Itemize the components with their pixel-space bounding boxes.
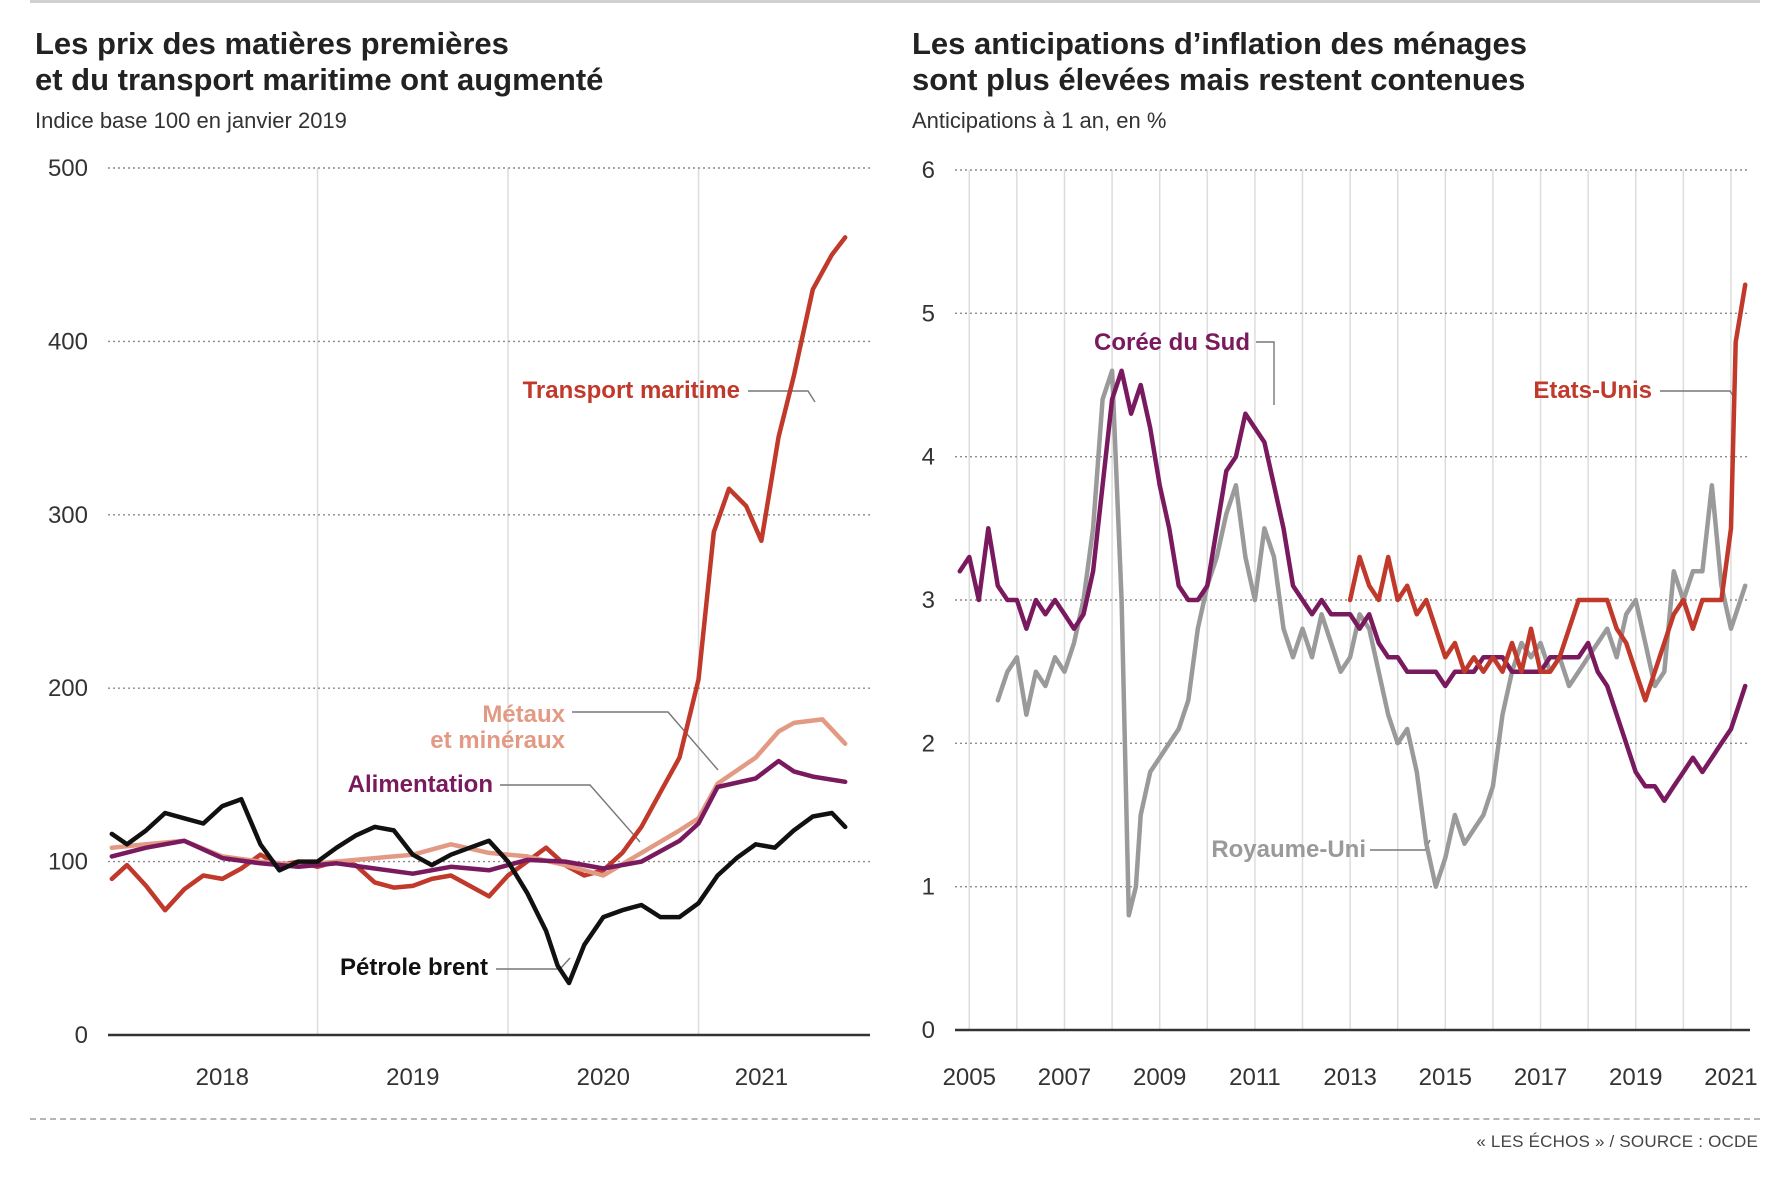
left-series-label-et-mineraux: et minéraux <box>430 727 565 754</box>
left-series-label-alimentation: Alimentation <box>348 771 493 798</box>
right-x-tick-label-2015: 2015 <box>1419 1064 1472 1091</box>
right-y-tick-label: 3 <box>922 587 935 614</box>
left-y-tick-label: 500 <box>48 155 88 182</box>
left-chart-title-line2: et du transport maritime ont augmenté <box>35 62 604 97</box>
right-series-label-coree-du-sud: Corée du Sud <box>1094 329 1250 356</box>
right-chart-subtitle: Anticipations à 1 an, en % <box>912 108 1167 133</box>
right-y-tick-label: 0 <box>922 1017 935 1044</box>
left-y-tick-label: 0 <box>75 1022 88 1049</box>
right-x-tick-label-2013: 2013 <box>1323 1064 1376 1091</box>
right-leader-royaume-uni <box>1370 839 1431 851</box>
left-series-line-alimentation <box>109 758 848 876</box>
left-x-tick-label-2020: 2020 <box>577 1064 630 1091</box>
right-y-tick-label: 5 <box>922 300 935 327</box>
left-series-line-petrole-brent <box>109 796 848 986</box>
left-x-tick-label-2019: 2019 <box>386 1064 439 1091</box>
right-x-tick-label-2019: 2019 <box>1609 1064 1662 1091</box>
right-series-line-coree-du-sud <box>957 368 1748 803</box>
left-series-label-petrole-brent: Pétrole brent <box>340 954 488 981</box>
left-series-label-transport-maritime: Transport maritime <box>523 377 740 404</box>
right-chart-title-line1: Les anticipations d’inflation des ménage… <box>912 26 1527 61</box>
left-chart-subtitle: Indice base 100 en janvier 2019 <box>35 108 347 133</box>
left-chart-title-line1: Les prix des matières premières <box>35 26 509 61</box>
left-chart-plot: 0 100 200 300 400 500 2018 2019 2020 2021 Transpor… <box>48 155 870 1091</box>
footer-rule <box>30 1118 1760 1120</box>
right-y-tick-label: 6 <box>922 157 935 184</box>
right-chart-plot: 0 1 2 3 4 5 6 2005 2007 2009 2011 2013 2015 2017 2019 2… <box>922 157 1758 1091</box>
left-chart-panel: Les prix des matières premières et du tr… <box>0 0 900 1120</box>
top-rule <box>30 0 1760 3</box>
left-gridlines <box>108 167 870 1035</box>
left-leader-transport-maritime <box>748 390 816 403</box>
left-x-tick-label-2021: 2021 <box>735 1064 788 1091</box>
left-series-line-transport-maritime <box>109 235 848 913</box>
right-x-tick-label-2007: 2007 <box>1038 1064 1091 1091</box>
left-series-label-metaux: Métaux <box>482 701 565 728</box>
right-y-tick-label: 1 <box>922 874 935 901</box>
left-leader-metaux-et-mineraux <box>572 711 719 771</box>
right-y-tick-label: 4 <box>922 444 935 471</box>
left-x-tick-label-2018: 2018 <box>196 1064 249 1091</box>
left-y-tick-label: 100 <box>48 849 88 876</box>
right-y-tick-label: 2 <box>922 730 935 757</box>
left-y-tick-label: 300 <box>48 502 88 529</box>
right-x-tick-label-2009: 2009 <box>1133 1064 1186 1091</box>
source-credit: « LES ÉCHOS » / SOURCE : OCDE <box>1476 1132 1758 1151</box>
left-y-tick-label: 400 <box>48 328 88 355</box>
left-leader-alimentation <box>500 784 641 843</box>
right-x-tick-label-2005: 2005 <box>943 1064 996 1091</box>
right-series-line-etats-unis <box>1347 282 1748 703</box>
right-series-line-royaume-uni <box>995 368 1748 918</box>
right-series-label-etats-unis: Etats-Unis <box>1533 377 1652 404</box>
right-chart-panel: Les anticipations d’inflation des ménage… <box>900 0 1790 1120</box>
left-y-tick-label: 200 <box>48 675 88 702</box>
right-x-tick-label-2017: 2017 <box>1514 1064 1567 1091</box>
right-x-tick-label-2021: 2021 <box>1704 1064 1757 1091</box>
right-leader-coree-du-sud <box>1256 341 1275 405</box>
right-series-label-royaume-uni: Royaume-Uni <box>1211 836 1366 863</box>
right-chart-title-line2: sont plus élevées mais restent contenues <box>912 62 1526 97</box>
right-leader-etats-unis <box>1660 390 1737 401</box>
right-gridlines <box>955 169 1750 1030</box>
right-x-tick-label-2011: 2011 <box>1229 1064 1281 1091</box>
